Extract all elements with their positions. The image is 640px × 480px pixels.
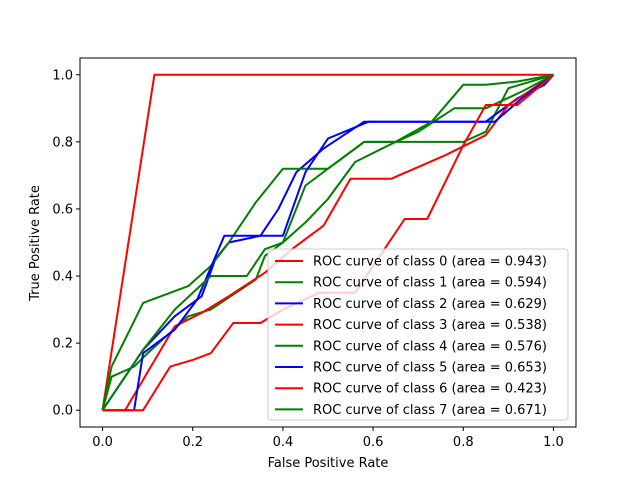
y-axis-label: True Positive Rate (28, 185, 43, 302)
legend-label-class-4: ROC curve of class 4 (area = 0.576) (313, 339, 547, 354)
x-tick-label: 0.2 (182, 435, 203, 450)
plot-frame (79, 57, 577, 428)
series-lines (101, 73, 555, 412)
x-tick-label: 0.6 (363, 435, 384, 450)
series-line-class-4 (101, 73, 554, 411)
y-tick-label: 0.4 (52, 270, 73, 285)
legend-entries: ROC curve of class 0 (area = 0.943) ROC c… (275, 255, 547, 418)
x-tick-label: 1.0 (543, 435, 564, 450)
legend-label-class-3: ROC curve of class 3 (area = 0.538) (313, 318, 547, 333)
x-tick-label: 0.0 (92, 435, 113, 450)
legend-label-class-2: ROC curve of class 2 (area = 0.629) (313, 297, 547, 312)
x-axis-ticks: 0.0 0.2 0.4 0.6 0.8 1.0 (92, 427, 564, 450)
y-tick-label: 0.6 (52, 202, 73, 217)
legend: ROC curve of class 0 (area = 0.943) ROC c… (267, 248, 569, 421)
y-tick-label: 0.0 (52, 404, 73, 419)
y-tick-label: 1.0 (52, 68, 73, 83)
legend-label-class-7: ROC curve of class 7 (area = 0.671) (313, 403, 547, 418)
series-line-class-3 (102, 73, 555, 412)
y-tick-label: 0.8 (52, 135, 73, 150)
x-tick-label: 0.4 (273, 435, 294, 450)
series-line-class-2 (101, 74, 555, 411)
series-line-class-0 (101, 73, 554, 411)
x-tick-label: 0.8 (453, 435, 474, 450)
legend-label-class-5: ROC curve of class 5 (area = 0.653) (313, 361, 547, 376)
y-axis-ticks: 0.0 0.2 0.4 0.6 0.8 1.0 (52, 68, 80, 419)
legend-box (267, 248, 569, 421)
legend-label-class-6: ROC curve of class 6 (area = 0.423) (313, 382, 547, 397)
series-line-class-7 (101, 73, 554, 411)
series-line-class-5 (102, 73, 555, 412)
legend-label-class-0: ROC curve of class 0 (area = 0.943) (313, 255, 547, 270)
legend-label-class-1: ROC curve of class 1 (area = 0.594) (313, 276, 547, 291)
y-tick-label: 0.2 (52, 337, 73, 352)
x-axis-label: False Positive Rate (268, 456, 389, 471)
